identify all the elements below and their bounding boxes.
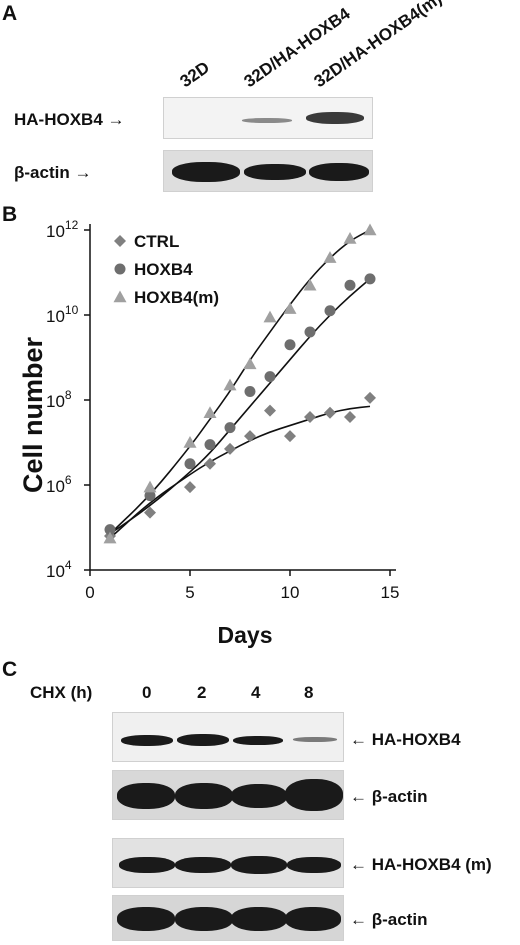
data-point-hoxb4: [224, 422, 236, 434]
x-tick-label: 15: [381, 583, 400, 602]
data-point-ctrl: [224, 442, 236, 455]
data-point-hoxb4: [364, 273, 376, 285]
data-point-hoxb4m: [263, 310, 277, 323]
chart-y-label: Cell number: [18, 336, 48, 493]
blot-c-row4-label: ← β-actin: [350, 910, 428, 929]
data-point-hoxb4: [204, 439, 216, 451]
data-point-hoxb4: [104, 524, 116, 536]
blot-a-ha-hoxb4: [163, 97, 373, 139]
data-point-ctrl: [364, 391, 376, 404]
data-point-hoxb4m: [103, 531, 117, 544]
blot-a-beta-actin: [163, 150, 373, 192]
data-point-hoxb4m: [303, 278, 317, 291]
y-tick-label: 108: [46, 388, 72, 411]
blot-c-row1-label: ← HA-HOXB4: [350, 730, 461, 749]
data-point-hoxb4m: [343, 232, 357, 244]
legend-marker-ctrl: [114, 235, 126, 247]
data-point-hoxb4m: [183, 436, 197, 448]
x-tick-label: 5: [185, 583, 194, 602]
panel-a-letter: A: [2, 2, 18, 25]
data-point-hoxb4: [284, 339, 296, 351]
fit-curve-hoxb4m: [109, 229, 371, 535]
panel-c-letter: C: [2, 658, 18, 681]
data-point-ctrl: [304, 411, 316, 423]
x-tick-label: 10: [281, 583, 300, 602]
data-point-hoxb4: [144, 490, 156, 502]
blot-c-ha-hoxb4: [112, 712, 344, 762]
data-point-hoxb4: [304, 326, 316, 338]
legend-label-hoxb4m: HOXB4(m): [134, 288, 219, 307]
data-point-hoxb4: [184, 458, 196, 470]
legend-label-ctrl: CTRL: [134, 232, 179, 251]
data-point-hoxb4: [244, 386, 256, 397]
data-point-hoxb4m: [223, 378, 237, 391]
data-point-ctrl: [264, 404, 276, 417]
blot-c-beta-actin-2: [112, 895, 344, 941]
y-tick-label: 104: [46, 558, 72, 581]
blot-c-ha-hoxb4-m: [112, 838, 344, 888]
data-point-hoxb4m: [203, 406, 217, 418]
timepoint-0: 0: [142, 683, 152, 702]
y-tick-label: 1012: [46, 218, 79, 241]
data-point-ctrl: [324, 406, 336, 419]
legend-marker-hoxb4m: [113, 290, 127, 303]
data-point-hoxb4: [324, 305, 336, 317]
legend-label-hoxb4: HOXB4: [134, 260, 193, 279]
blot-a-row1-label: HA-HOXB4 →: [14, 110, 125, 129]
data-point-ctrl: [144, 506, 156, 519]
panel-b-letter: B: [2, 203, 18, 226]
y-tick-label: 106: [46, 473, 72, 496]
y-tick-label: 1010: [46, 303, 79, 326]
fit-curve-ctrl: [109, 405, 371, 539]
blot-c-row3-label: ← HA-HOXB4 (m): [350, 855, 492, 874]
data-point-hoxb4m: [323, 251, 337, 263]
x-tick-label: 0: [85, 583, 94, 602]
timepoint-4: 4: [251, 683, 261, 702]
timepoint-8: 8: [304, 683, 314, 702]
fit-curve-hoxb4: [109, 278, 371, 535]
data-point-ctrl: [184, 481, 196, 494]
data-point-hoxb4m: [283, 302, 297, 314]
data-point-hoxb4: [264, 371, 276, 383]
lane-label-32d: 32D: [176, 57, 213, 92]
data-point-hoxb4: [344, 279, 356, 291]
data-point-ctrl: [284, 430, 296, 443]
growth-chart: Cell number Days 0 5 10 15 104 106 108 1010 1012…: [18, 218, 399, 648]
blot-c-beta-actin-1: [112, 770, 344, 820]
blot-a-row2-label: β-actin →: [14, 163, 92, 182]
data-point-hoxb4m: [243, 357, 257, 370]
data-points: [103, 223, 377, 544]
data-point-ctrl: [344, 411, 356, 423]
chart-legend: CTRL HOXB4 HOXB4(m): [113, 232, 219, 307]
data-point-ctrl: [204, 457, 216, 470]
data-point-ctrl: [244, 430, 256, 443]
chx-label: CHX (h): [30, 683, 93, 702]
timepoint-2: 2: [197, 683, 207, 702]
legend-marker-hoxb4: [114, 263, 126, 275]
data-point-hoxb4m: [143, 480, 157, 493]
chart-axes: 0 5 10 15 104 106 108 1010 1012: [46, 218, 399, 602]
blot-c-row2-label: ← β-actin: [350, 787, 428, 806]
data-point-hoxb4m: [363, 223, 377, 236]
chart-x-label: Days: [218, 622, 273, 648]
